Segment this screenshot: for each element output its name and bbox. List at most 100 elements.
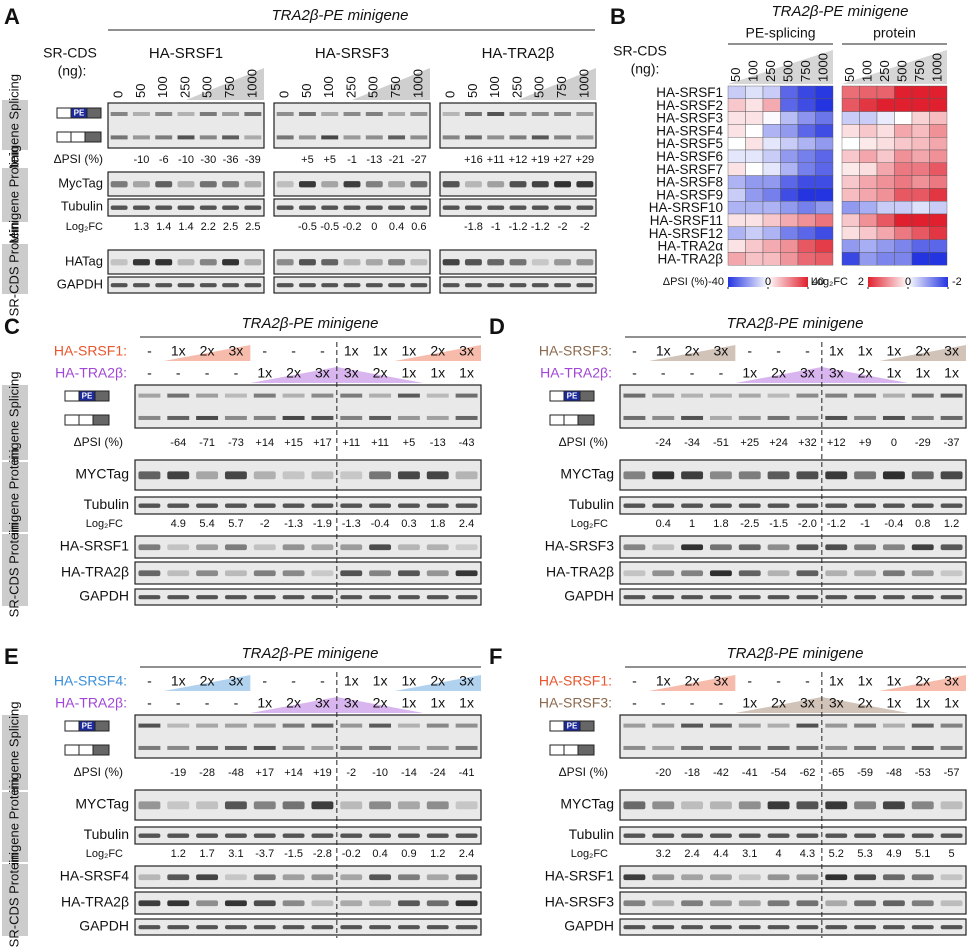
band: [167, 544, 190, 551]
band: [576, 135, 594, 140]
band: [167, 471, 190, 480]
lane-symbol: 1x: [430, 695, 445, 711]
band: [940, 723, 963, 728]
factor-name: HA-SRSF1:: [54, 343, 127, 359]
side-box: [2, 168, 28, 222]
heat-cell: [911, 252, 930, 266]
dpsi-value: -51: [713, 437, 729, 449]
band: [882, 874, 905, 881]
row-label: HA-TRA2β: [657, 251, 723, 266]
heat-cell: [876, 136, 895, 151]
lane-symbol: 1x: [742, 695, 757, 711]
band: [222, 181, 240, 188]
log2fc-value: -1.2: [531, 221, 550, 233]
log2fc-value: 0.9: [401, 848, 416, 860]
band: [426, 393, 449, 398]
band: [132, 259, 150, 266]
heat-cell: [876, 98, 895, 112]
band: [282, 415, 305, 420]
row-label: Log₂FC: [66, 221, 103, 233]
log2fc-value: 1.4: [178, 221, 193, 233]
heat-cell: [727, 98, 746, 112]
band: [623, 503, 646, 508]
heat-cell: [929, 149, 948, 164]
lane-symbol: 2x: [915, 673, 930, 689]
dpsi-value: -30: [200, 154, 216, 166]
lane-symbol: -: [291, 343, 296, 359]
band: [487, 181, 505, 188]
row-label: HA-SRSF3: [656, 111, 723, 126]
heat-cell: [929, 188, 948, 202]
lane-symbol: 3x: [714, 673, 729, 689]
heat-cell: [762, 85, 781, 100]
band: [244, 112, 262, 116]
band: [426, 595, 449, 600]
band: [340, 595, 363, 600]
heat-cell: [762, 226, 781, 240]
dose-wedge: [250, 697, 337, 713]
panel-title: TRA2β-PE minigene: [272, 7, 409, 24]
band: [369, 393, 392, 398]
dose-label: 750: [798, 60, 813, 82]
band: [738, 925, 761, 930]
band: [282, 570, 305, 577]
heat-cell: [762, 162, 781, 176]
band: [426, 570, 449, 577]
lane-symbol: -: [805, 673, 810, 689]
heat-cell: [797, 175, 816, 189]
exon: [94, 390, 110, 402]
band: [681, 745, 704, 750]
lane-symbol: -: [147, 365, 152, 381]
band: [196, 595, 219, 600]
heat-cell: [745, 188, 764, 202]
lane-symbol: -: [176, 695, 181, 711]
band: [911, 833, 934, 838]
band: [709, 833, 732, 838]
band: [709, 874, 732, 881]
band: [110, 181, 128, 188]
band: [321, 181, 339, 188]
band: [199, 259, 217, 266]
lane-symbol: 1x: [858, 673, 873, 689]
side-label: Minigene Protein: [6, 448, 21, 546]
heat-cell: [894, 200, 913, 215]
heat-cell: [815, 98, 834, 112]
band: [282, 900, 305, 907]
band: [253, 503, 276, 508]
row-label: Log₂FC: [86, 848, 123, 860]
legend-tick-label: 2: [858, 276, 864, 288]
heat-cell: [929, 213, 948, 228]
log2fc-value: -1.5: [284, 848, 303, 860]
band: [276, 112, 294, 116]
band: [244, 181, 262, 188]
factor-name: HA-SRSF3:: [539, 343, 612, 359]
band: [397, 415, 420, 420]
band: [652, 503, 675, 508]
band: [554, 205, 572, 210]
heat-cell: [815, 239, 834, 253]
band: [426, 503, 449, 508]
band: [138, 801, 161, 810]
band: [767, 874, 790, 881]
exon: [70, 131, 86, 143]
band: [825, 801, 848, 810]
band: [854, 503, 877, 508]
blot-label: GAPDH: [79, 588, 129, 604]
band: [911, 745, 934, 750]
log2fc-value: 2.4: [684, 848, 699, 860]
heat-cell: [727, 149, 746, 164]
heat-cell: [780, 136, 799, 151]
band: [767, 544, 790, 551]
band: [340, 471, 363, 480]
band: [311, 503, 334, 508]
gel: [134, 561, 482, 585]
gel: [619, 459, 967, 491]
heat-cell: [911, 213, 930, 228]
band: [369, 801, 392, 810]
band: [796, 393, 819, 398]
band: [796, 471, 819, 480]
band: [224, 415, 247, 420]
band: [369, 570, 392, 577]
band: [940, 900, 963, 907]
band: [623, 900, 646, 907]
